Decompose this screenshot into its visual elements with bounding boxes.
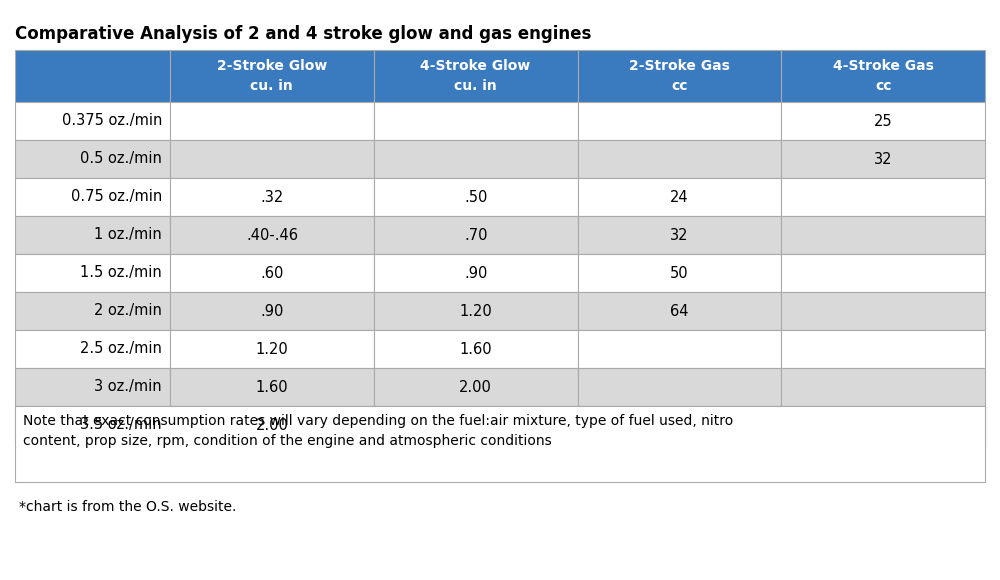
- Text: 1.5 oz./min: 1.5 oz./min: [80, 266, 162, 281]
- Bar: [781, 216, 985, 254]
- Text: Note that exact consumption rates will vary depending on the fuel:air mixture, t: Note that exact consumption rates will v…: [23, 414, 733, 428]
- Bar: [781, 330, 985, 368]
- Text: Comparative Analysis of 2 and 4 stroke glow and gas engines: Comparative Analysis of 2 and 4 stroke g…: [15, 25, 591, 43]
- Bar: [578, 140, 781, 178]
- Bar: [781, 254, 985, 292]
- Bar: [374, 216, 578, 254]
- Bar: [374, 330, 578, 368]
- Bar: [15, 50, 170, 102]
- Text: 1.60: 1.60: [256, 379, 288, 394]
- Text: .90: .90: [464, 266, 487, 281]
- Text: 2-Stroke Gas
cc: 2-Stroke Gas cc: [629, 59, 730, 93]
- Bar: [170, 330, 374, 368]
- Bar: [781, 178, 985, 216]
- Text: 50: 50: [670, 266, 689, 281]
- Bar: [170, 140, 374, 178]
- Text: 0.375 oz./min: 0.375 oz./min: [62, 114, 162, 129]
- Bar: [170, 178, 374, 216]
- Text: 24: 24: [670, 190, 689, 205]
- Text: 4-Stroke Glow
cu. in: 4-Stroke Glow cu. in: [420, 59, 531, 93]
- Text: .50: .50: [464, 190, 487, 205]
- Bar: [170, 292, 374, 330]
- Text: 4-Stroke Gas
cc: 4-Stroke Gas cc: [833, 59, 934, 93]
- Bar: [15, 216, 170, 254]
- Bar: [578, 330, 781, 368]
- Bar: [578, 406, 781, 444]
- Text: 3 oz./min: 3 oz./min: [94, 379, 162, 394]
- Bar: [170, 368, 374, 406]
- Text: *chart is from the O.S. website.: *chart is from the O.S. website.: [19, 500, 236, 514]
- Bar: [781, 368, 985, 406]
- Text: .60: .60: [260, 266, 284, 281]
- Text: 2.00: 2.00: [255, 418, 288, 433]
- Bar: [15, 102, 170, 140]
- Bar: [15, 406, 985, 482]
- Bar: [374, 254, 578, 292]
- Bar: [374, 50, 578, 102]
- Text: 25: 25: [874, 114, 892, 129]
- Bar: [170, 102, 374, 140]
- Text: 2.5 oz./min: 2.5 oz./min: [80, 342, 162, 357]
- Text: .40-.46: .40-.46: [246, 227, 298, 242]
- Text: .90: .90: [260, 303, 284, 318]
- Bar: [578, 216, 781, 254]
- Bar: [15, 406, 170, 444]
- Bar: [578, 292, 781, 330]
- Bar: [374, 406, 578, 444]
- Bar: [15, 140, 170, 178]
- Bar: [781, 292, 985, 330]
- Bar: [578, 368, 781, 406]
- Bar: [170, 50, 374, 102]
- Text: content, prop size, rpm, condition of the engine and atmospheric conditions: content, prop size, rpm, condition of th…: [23, 434, 552, 448]
- Bar: [781, 102, 985, 140]
- Text: 2.00: 2.00: [459, 379, 492, 394]
- Bar: [578, 50, 781, 102]
- Bar: [578, 102, 781, 140]
- Text: 2 oz./min: 2 oz./min: [94, 303, 162, 318]
- Bar: [781, 406, 985, 444]
- Bar: [170, 254, 374, 292]
- Text: 1.60: 1.60: [459, 342, 492, 357]
- Bar: [374, 102, 578, 140]
- Text: .32: .32: [260, 190, 284, 205]
- Text: 1.20: 1.20: [256, 342, 288, 357]
- Text: 3.5 oz./min: 3.5 oz./min: [80, 418, 162, 433]
- Text: 32: 32: [874, 151, 892, 166]
- Text: 1.20: 1.20: [459, 303, 492, 318]
- Bar: [374, 368, 578, 406]
- Bar: [578, 178, 781, 216]
- Bar: [170, 216, 374, 254]
- Bar: [15, 292, 170, 330]
- Bar: [15, 178, 170, 216]
- Text: 0.5 oz./min: 0.5 oz./min: [80, 151, 162, 166]
- Bar: [15, 330, 170, 368]
- Bar: [15, 368, 170, 406]
- Text: 2-Stroke Glow
cu. in: 2-Stroke Glow cu. in: [217, 59, 327, 93]
- Text: 1 oz./min: 1 oz./min: [94, 227, 162, 242]
- Bar: [15, 254, 170, 292]
- Bar: [374, 292, 578, 330]
- Bar: [374, 178, 578, 216]
- Bar: [170, 406, 374, 444]
- Bar: [781, 140, 985, 178]
- Text: 0.75 oz./min: 0.75 oz./min: [71, 190, 162, 205]
- Bar: [578, 254, 781, 292]
- Text: .70: .70: [464, 227, 487, 242]
- Text: 32: 32: [670, 227, 689, 242]
- Bar: [781, 50, 985, 102]
- Text: 64: 64: [670, 303, 689, 318]
- Bar: [374, 140, 578, 178]
